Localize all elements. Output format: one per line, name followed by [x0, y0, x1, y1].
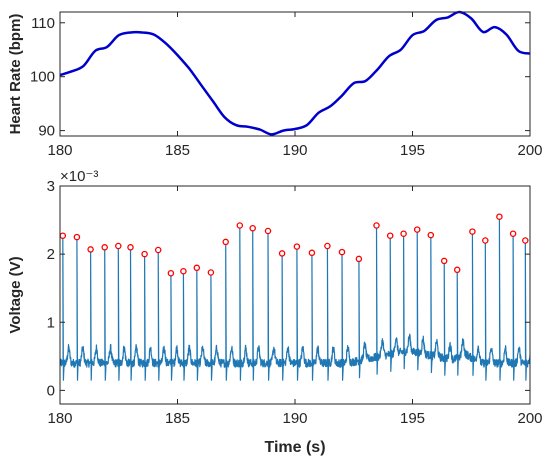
- time-x-axis-label: Time (s): [264, 439, 325, 456]
- voltage-x-tick-label: 200: [517, 410, 542, 427]
- r-peak-marker: [264, 227, 272, 235]
- r-peak-marker: [373, 222, 380, 229]
- r-peak-marker: [222, 238, 229, 246]
- voltage-x-tick-label: 195: [400, 410, 425, 427]
- voltage-y-tick-label: 3: [47, 178, 55, 195]
- voltage-x-tick-label: 185: [165, 410, 190, 427]
- r-peak-marker: [127, 244, 134, 251]
- r-peak-marker: [59, 232, 67, 239]
- r-peak-marker: [293, 243, 301, 250]
- r-peak-marker: [167, 269, 175, 277]
- r-peak-marker: [180, 267, 187, 275]
- r-peak-marker: [236, 222, 244, 229]
- r-peak-marker: [338, 248, 346, 256]
- r-peak-marker: [101, 244, 108, 251]
- voltage-plot-area: [59, 213, 531, 381]
- r-peak-marker: [386, 232, 394, 239]
- voltage-y-tick-label: 0: [47, 382, 55, 399]
- voltage-tick-labels: 180 185 190 195 200 0 1 2 3: [47, 178, 543, 427]
- r-peak-marker: [509, 230, 517, 237]
- heart-rate-axes-box: [59, 11, 531, 137]
- r-peak-marker: [469, 228, 476, 235]
- voltage-x-tick-label: 180: [47, 410, 72, 427]
- heart-rate-y-axis-label: Heart Rate (bpm): [7, 14, 24, 135]
- heart-rate-x-tick-label: 195: [400, 142, 425, 159]
- heart-rate-series-line: [59, 10, 531, 136]
- voltage-series-line: [59, 214, 531, 381]
- r-peak-marker: [324, 242, 331, 250]
- voltage-axes: 180 185 190 195 200 0 1 2 3 ×10⁻³ Voltage (V) Ti…: [7, 168, 543, 456]
- voltage-exponent-label: ×10⁻³: [60, 168, 98, 185]
- r-peak-marker: [141, 250, 148, 258]
- r-peak-marker: [308, 249, 316, 257]
- heart-rate-x-tick-label: 185: [165, 142, 190, 159]
- r-peak-marker: [193, 264, 201, 272]
- r-peak-marker: [115, 242, 122, 250]
- r-peak-marker: [154, 246, 162, 254]
- heart-rate-x-tick-label: 180: [47, 142, 72, 159]
- r-peak-marker: [413, 226, 421, 233]
- heart-rate-plot-area: [59, 10, 531, 136]
- heart-rate-y-tick-label: 110: [31, 15, 55, 32]
- voltage-y-tick-label: 1: [47, 314, 55, 331]
- r-peak-marker: [482, 237, 489, 244]
- heart-rate-axes: 180 185 190 195 200 90 100 110 Heart Rate (bpm): [7, 10, 543, 159]
- r-peak-marker: [400, 230, 407, 237]
- r-peak-marker: [522, 237, 529, 244]
- r-peak-marker: [87, 246, 94, 253]
- voltage-y-axis-label: Voltage (V): [7, 256, 24, 333]
- r-peak-marker: [73, 233, 81, 241]
- r-peak-marker: [207, 269, 215, 276]
- r-peak-marker: [355, 255, 363, 263]
- r-peak-marker: [427, 231, 435, 239]
- r-peak-marker: [453, 266, 461, 274]
- r-peak-marker: [249, 224, 256, 232]
- heart-rate-y-tick-label: 100: [30, 69, 55, 86]
- r-peak-marker: [278, 250, 286, 257]
- r-peak-marker: [440, 257, 448, 265]
- heart-rate-tick-labels: 180 185 190 195 200 90 100 110: [30, 12, 543, 159]
- voltage-x-tick-label: 190: [282, 410, 307, 427]
- voltage-y-tick-label: 2: [47, 246, 55, 263]
- heart-rate-x-tick-label: 200: [517, 142, 542, 159]
- heart-rate-y-tick-label: 90: [38, 123, 55, 140]
- heart-rate-x-tick-label: 190: [282, 142, 307, 159]
- r-peak-marker: [496, 213, 503, 220]
